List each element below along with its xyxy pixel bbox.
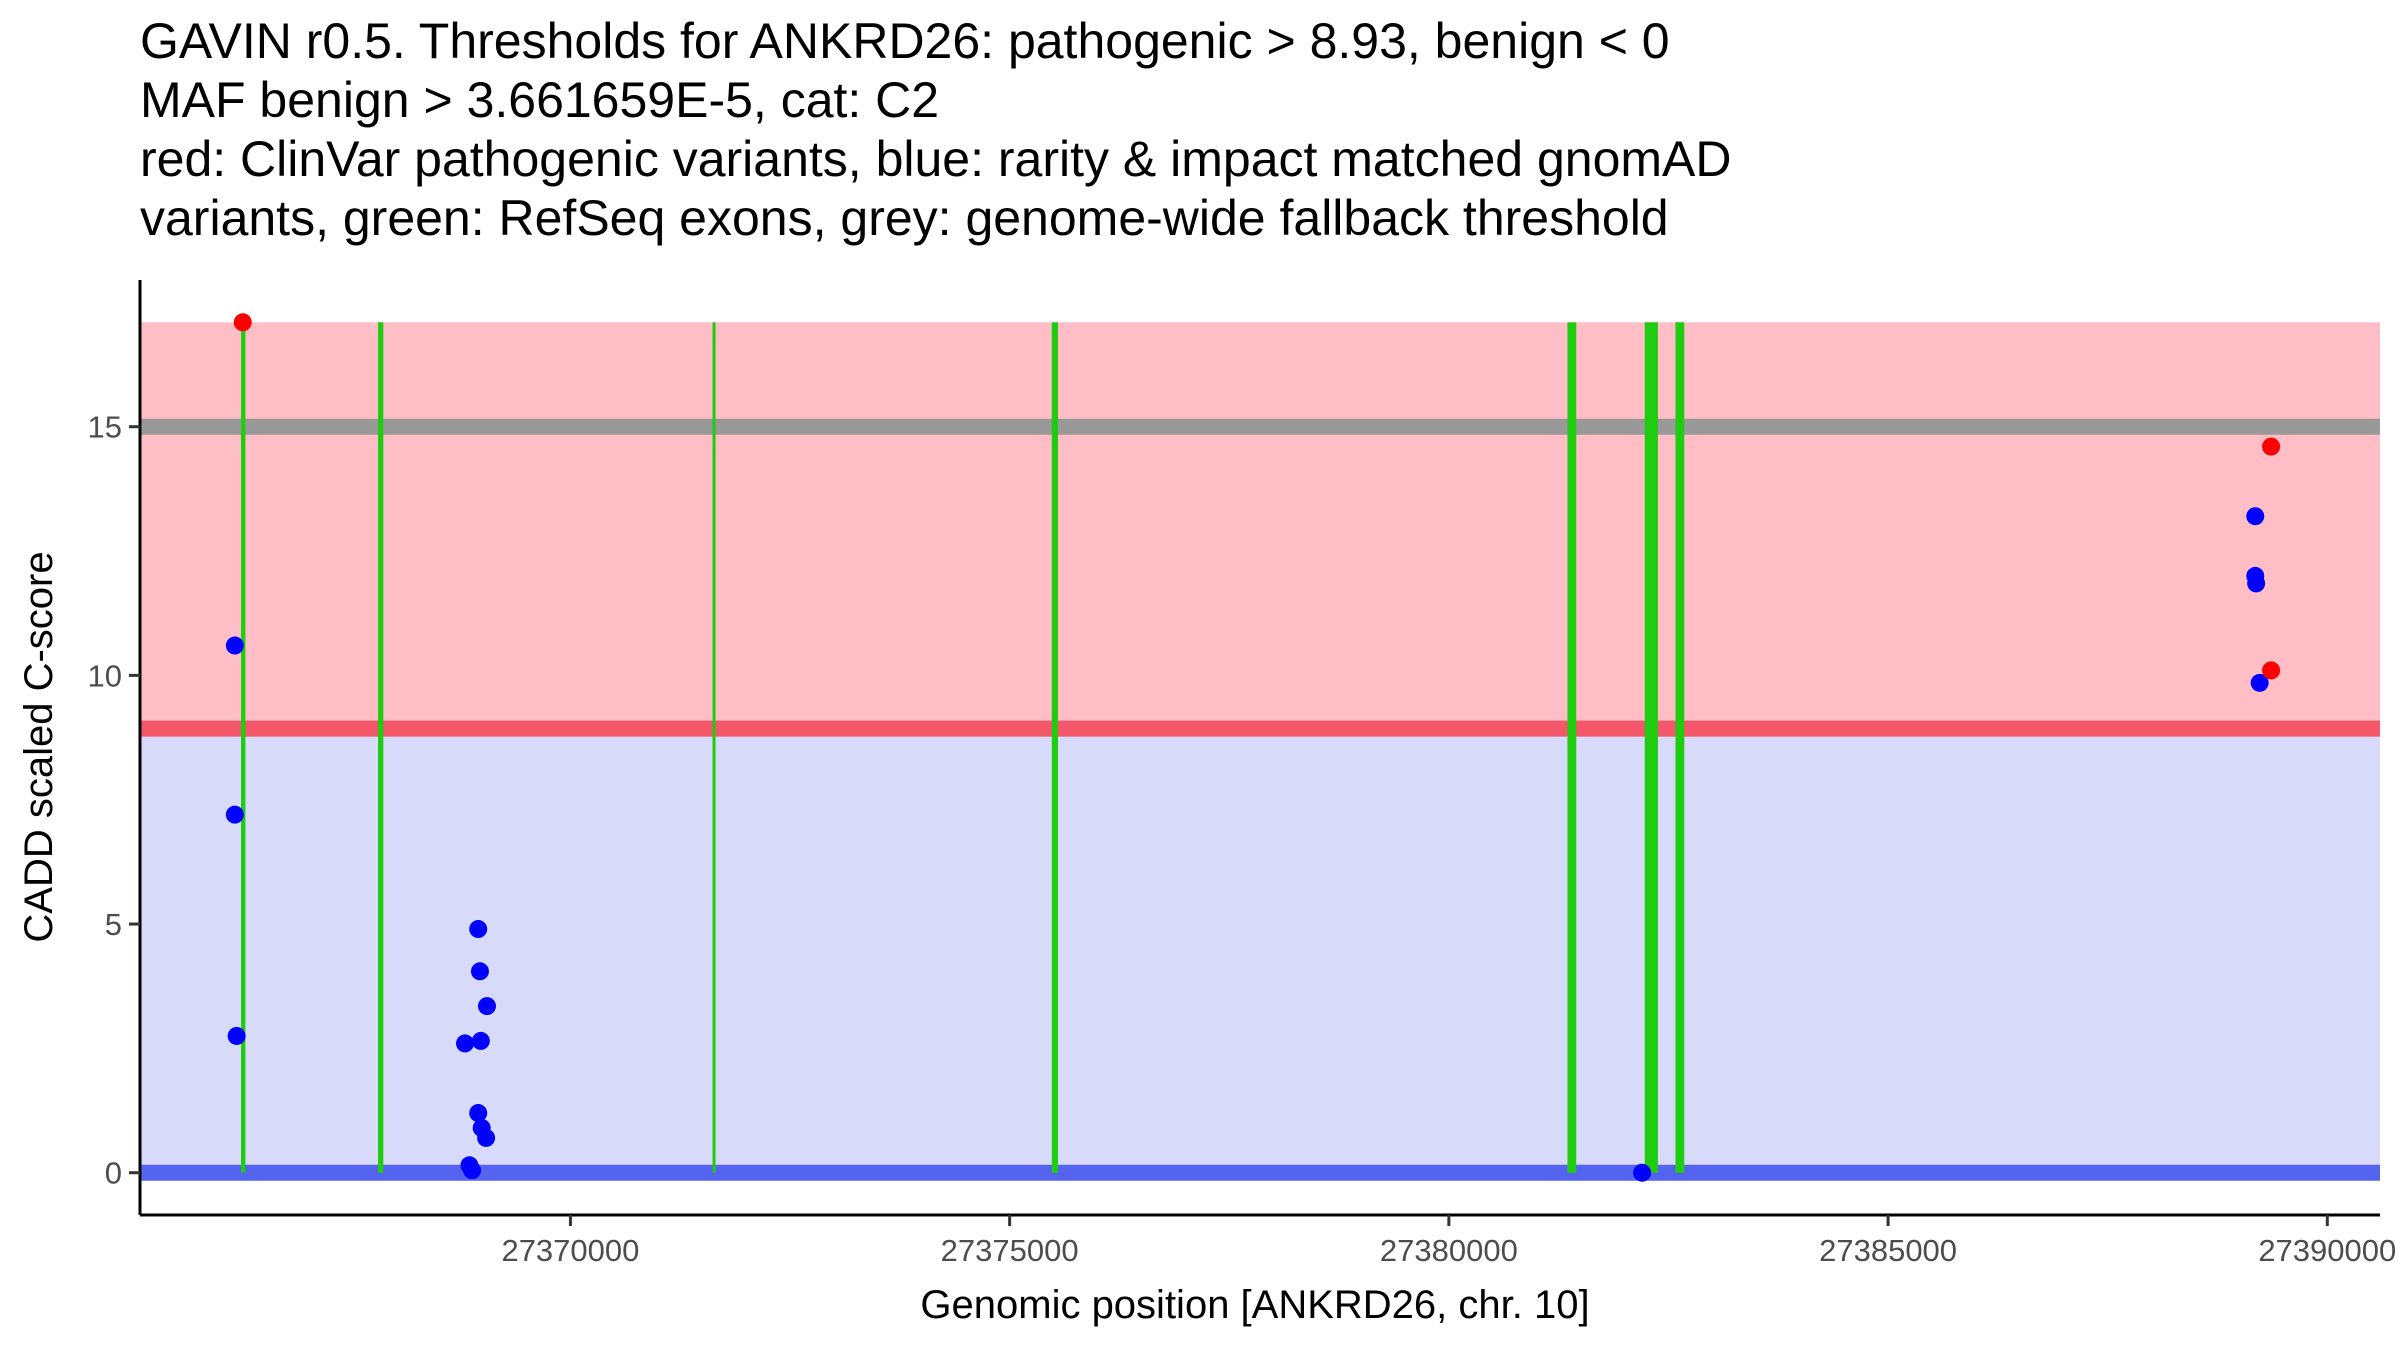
gnomad-point-17 — [2247, 574, 2266, 593]
exon-2 — [378, 322, 384, 1173]
gnomad-point-14 — [1633, 1163, 1652, 1182]
axes — [138, 280, 2380, 1217]
threshold-bands — [140, 322, 2380, 1173]
threshold-lines — [140, 418, 2380, 1181]
exon-4 — [1051, 322, 1058, 1173]
gnomad-point-8 — [471, 1031, 490, 1050]
title-line-4: variants, green: RefSeq exons, grey: gen… — [140, 190, 1669, 246]
axis-ticks: 27370000 27375000 27380000 27385000 27390000… — [88, 410, 2397, 1268]
gnomad-point-5 — [470, 962, 489, 981]
title-line-1: GAVIN r0.5. Thresholds for ANKRD26: path… — [140, 13, 1670, 69]
gnomad-point-7 — [456, 1034, 475, 1053]
gnomad-point-6 — [477, 997, 496, 1016]
y-tick-label: 5 — [105, 907, 122, 942]
gnomad-point-9 — [469, 1104, 488, 1123]
exon-3 — [712, 322, 716, 1173]
gnomad-point-2 — [225, 805, 244, 824]
x-axis-label: Genomic position [ANKRD26, chr. 10] — [920, 1283, 1589, 1327]
x-tick-label: 27390000 — [2258, 1233, 2396, 1268]
chart-title: GAVIN r0.5. Thresholds for ANKRD26: path… — [140, 12, 1731, 248]
gnomad-point-1 — [225, 636, 244, 655]
gnomad-point-13 — [463, 1161, 482, 1180]
x-tick-label: 27370000 — [501, 1233, 639, 1268]
title-line-2: MAF benign > 3.661659E-5, cat: C2 — [140, 72, 940, 128]
exon-5 — [1567, 322, 1577, 1173]
clinvar-point-2 — [2262, 437, 2281, 456]
title-line-3: red: ClinVar pathogenic variants, blue: … — [140, 131, 1732, 187]
exon-6 — [1644, 322, 1658, 1173]
exon-1 — [241, 322, 246, 1173]
clinvar-point-3 — [2262, 661, 2281, 680]
variant-points — [225, 313, 2281, 1182]
clinvar-point-1 — [233, 313, 252, 332]
x-tick-label: 27380000 — [1380, 1233, 1518, 1268]
x-tick-label: 27385000 — [1819, 1233, 1957, 1268]
exon-lines — [241, 322, 1685, 1173]
y-axis-label: CADD scaled C-score — [17, 551, 61, 942]
gnomad-point-3 — [227, 1026, 246, 1045]
gnomad-point-11 — [477, 1128, 496, 1147]
y-tick-label: 10 — [88, 658, 122, 693]
x-tick-label: 27375000 — [941, 1233, 1079, 1268]
y-tick-label: 0 — [105, 1156, 122, 1191]
gnomad-point-18 — [2250, 673, 2269, 692]
benign-band — [140, 728, 2380, 1173]
gnomad-point-15 — [2246, 507, 2265, 526]
exon-7 — [1675, 322, 1685, 1173]
pathogenic-band — [140, 322, 2380, 729]
gnomad-point-4 — [469, 920, 488, 939]
y-tick-label: 15 — [88, 410, 122, 445]
